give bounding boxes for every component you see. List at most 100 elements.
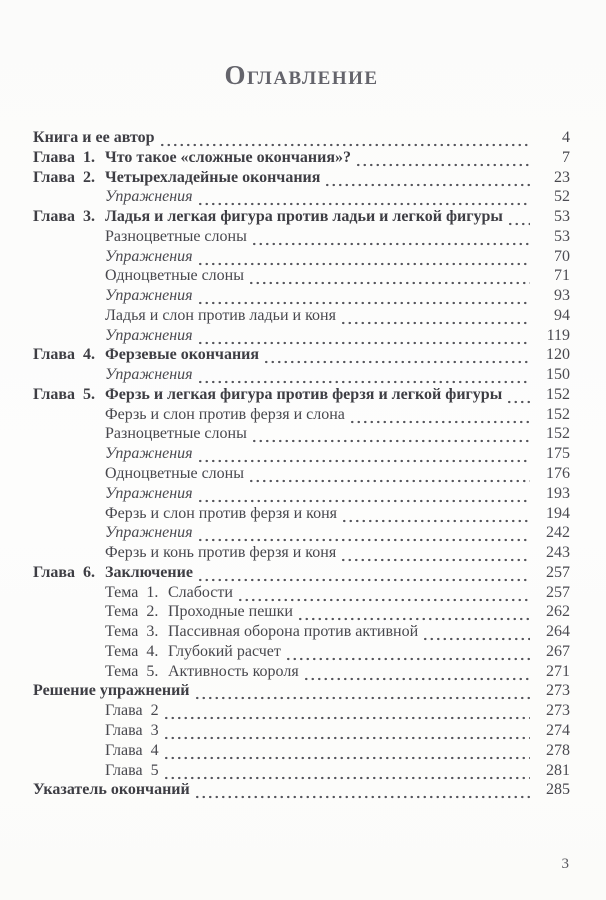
toc-entry-page: 7 [562, 148, 570, 166]
toc-entry: Глава 5 281 [33, 760, 570, 781]
toc-dot-leader [302, 661, 530, 682]
toc-dot-leader [162, 740, 530, 761]
toc-entry-page: 273 [546, 702, 570, 720]
toc-entry-page: 242 [546, 524, 570, 542]
toc-entry-page: 257 [546, 563, 570, 581]
toc-entry-label: Указатель окончаний [33, 781, 190, 799]
toc-entry-label: Упражнения [105, 524, 193, 542]
toc-entry-page: 273 [546, 682, 570, 700]
toc-dot-leader [196, 483, 530, 504]
toc-entry: Упражнения 193 [33, 483, 570, 504]
toc-entry-label: Ферзевые окончания [105, 346, 260, 364]
toc-dot-leader [341, 503, 530, 524]
toc-entry-page: 52 [554, 188, 570, 206]
toc-entry: Глава 4. Ферзевые окончания 120 [33, 345, 570, 366]
toc-entry: Глава 6. Заключение 257 [33, 562, 570, 583]
toc-dot-leader [506, 384, 530, 405]
toc-entry-page: 150 [546, 366, 570, 384]
toc-entry-label: Ладья и слон против ладьи и коня [105, 306, 336, 324]
toc-dot-leader [250, 226, 530, 247]
toc-entry-page: 285 [546, 781, 570, 799]
toc-entry-label: Упражнения [105, 445, 193, 463]
toc-entry: Тема 2. Проходные пешки 262 [33, 602, 570, 623]
toc-entry: Глава 1. Что такое «сложные окончания»? … [33, 147, 570, 168]
toc-entry-label: Упражнения [105, 326, 193, 344]
toc-entry-label: Активность короля [168, 662, 299, 680]
toc-dot-leader [236, 582, 530, 603]
toc-dot-leader [162, 760, 530, 781]
toc-entry: Ферзь и слон против ферзя и слона 152 [33, 404, 570, 425]
toc-entry: Ферзь и конь против ферзя и коня 243 [33, 543, 570, 563]
toc-entry-prefix: Тема 3. [105, 623, 159, 641]
toc-entry: Одноцветные слоны 176 [33, 464, 570, 484]
toc-entry-prefix: Глава 6. [33, 563, 95, 581]
toc-dot-leader [348, 404, 530, 425]
toc-entry-label: Пассивная оборона против активной [168, 623, 419, 641]
toc-entry: Упражнения 119 [33, 325, 570, 346]
toc-entry-label: Глава 2 [105, 702, 159, 720]
toc-entry: Глава 3 274 [33, 720, 570, 741]
toc-dot-leader [340, 543, 530, 563]
toc-entry: Книга и ее автор 4 [33, 128, 570, 148]
toc-entry-prefix: Глава 5. [33, 385, 95, 403]
toc-entry-label: Одноцветные слоны [105, 267, 244, 285]
toc-entry: Упражнения 150 [33, 365, 570, 385]
toc-entry-page: 271 [546, 662, 570, 680]
toc-dot-leader [196, 444, 530, 465]
toc-entry-label: Упражнения [105, 366, 193, 384]
toc-entry-page: 175 [546, 445, 570, 463]
toc-entry-prefix: Тема 2. [105, 603, 159, 621]
toc-entry-label: Упражнения [105, 188, 193, 206]
toc-dot-leader [162, 701, 530, 721]
toc-dot-leader [247, 464, 530, 484]
toc-dot-leader [196, 286, 530, 306]
toc-entry: Ферзь и слон против ферзя и коня 194 [33, 503, 570, 524]
toc-entry-page: 120 [546, 346, 570, 364]
toc-entry-page: 243 [546, 544, 570, 562]
toc-entry-label: Ладья и легкая фигура против ладьи и лег… [105, 208, 503, 226]
toc-entry-label: Ферзь и слон против ферзя и коня [105, 504, 338, 522]
toc-entry-page: 152 [546, 405, 570, 423]
toc-entry-page: 257 [546, 583, 570, 601]
toc-entry-label: Разноцветные слоны [105, 227, 247, 245]
toc-entry-page: 94 [554, 306, 570, 324]
toc-dot-leader [193, 681, 530, 702]
toc-entry-label: Упражнения [105, 287, 193, 305]
toc-dot-leader [422, 622, 530, 642]
toc-entry-prefix: Глава 2. [33, 168, 95, 186]
toc-entry-label: Разноцветные слоны [105, 425, 247, 443]
toc-entry-label: Глава 4 [105, 741, 159, 759]
toc-entry: Глава 5. Ферзь и легкая фигура против фе… [33, 384, 570, 405]
folio-page-number: 3 [561, 856, 570, 872]
toc-entry-page: 4 [562, 129, 570, 146]
toc-entry-page: 152 [546, 425, 570, 443]
toc-entry-page: 264 [546, 623, 570, 641]
toc-entry: Одноцветные слоны 71 [33, 266, 570, 287]
toc-dot-leader [263, 345, 530, 366]
toc-entry-prefix: Глава 1. [33, 148, 95, 166]
toc-entry-page: 23 [554, 168, 570, 186]
toc-dot-leader [158, 128, 530, 148]
toc-entry: Упражнения 93 [33, 286, 570, 306]
toc-dot-leader [196, 365, 530, 385]
toc-entry-label: Упражнения [105, 484, 193, 502]
toc-entry: Глава 2 273 [33, 701, 570, 721]
toc-entry-page: 176 [546, 465, 570, 483]
toc-entry-page: 93 [554, 287, 570, 305]
toc-entry-label: Что такое «сложные окончания»? [105, 148, 351, 166]
toc-entry: Глава 4 278 [33, 740, 570, 761]
toc-entry: Глава 3. Ладья и легкая фигура против ла… [33, 207, 570, 227]
toc-dot-leader [162, 720, 530, 741]
toc-list: Книга и ее автор 4 Глава 1. Что такое «с… [33, 128, 570, 801]
toc-entry-label: Слабости [168, 583, 233, 601]
toc-entry-page: 262 [546, 603, 570, 621]
toc-entry-label: Упражнения [105, 247, 193, 265]
toc-entry-prefix: Тема 4. [105, 642, 159, 660]
toc-entry-label: Проходные пешки [168, 603, 293, 621]
toc-entry-page: 53 [554, 227, 570, 245]
toc-entry: Тема 4. Глубокий расчет 267 [33, 641, 570, 662]
toc-entry-page: 194 [546, 504, 570, 522]
toc-entry: Ладья и слон против ладьи и коня 94 [33, 305, 570, 326]
toc-entry-prefix: Тема 1. [105, 583, 159, 601]
toc-entry: Тема 5. Активность короля 271 [33, 661, 570, 682]
